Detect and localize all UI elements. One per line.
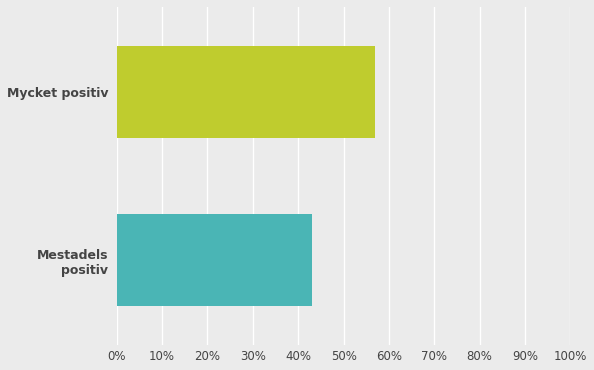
Bar xyxy=(117,214,312,306)
Bar xyxy=(117,46,375,138)
